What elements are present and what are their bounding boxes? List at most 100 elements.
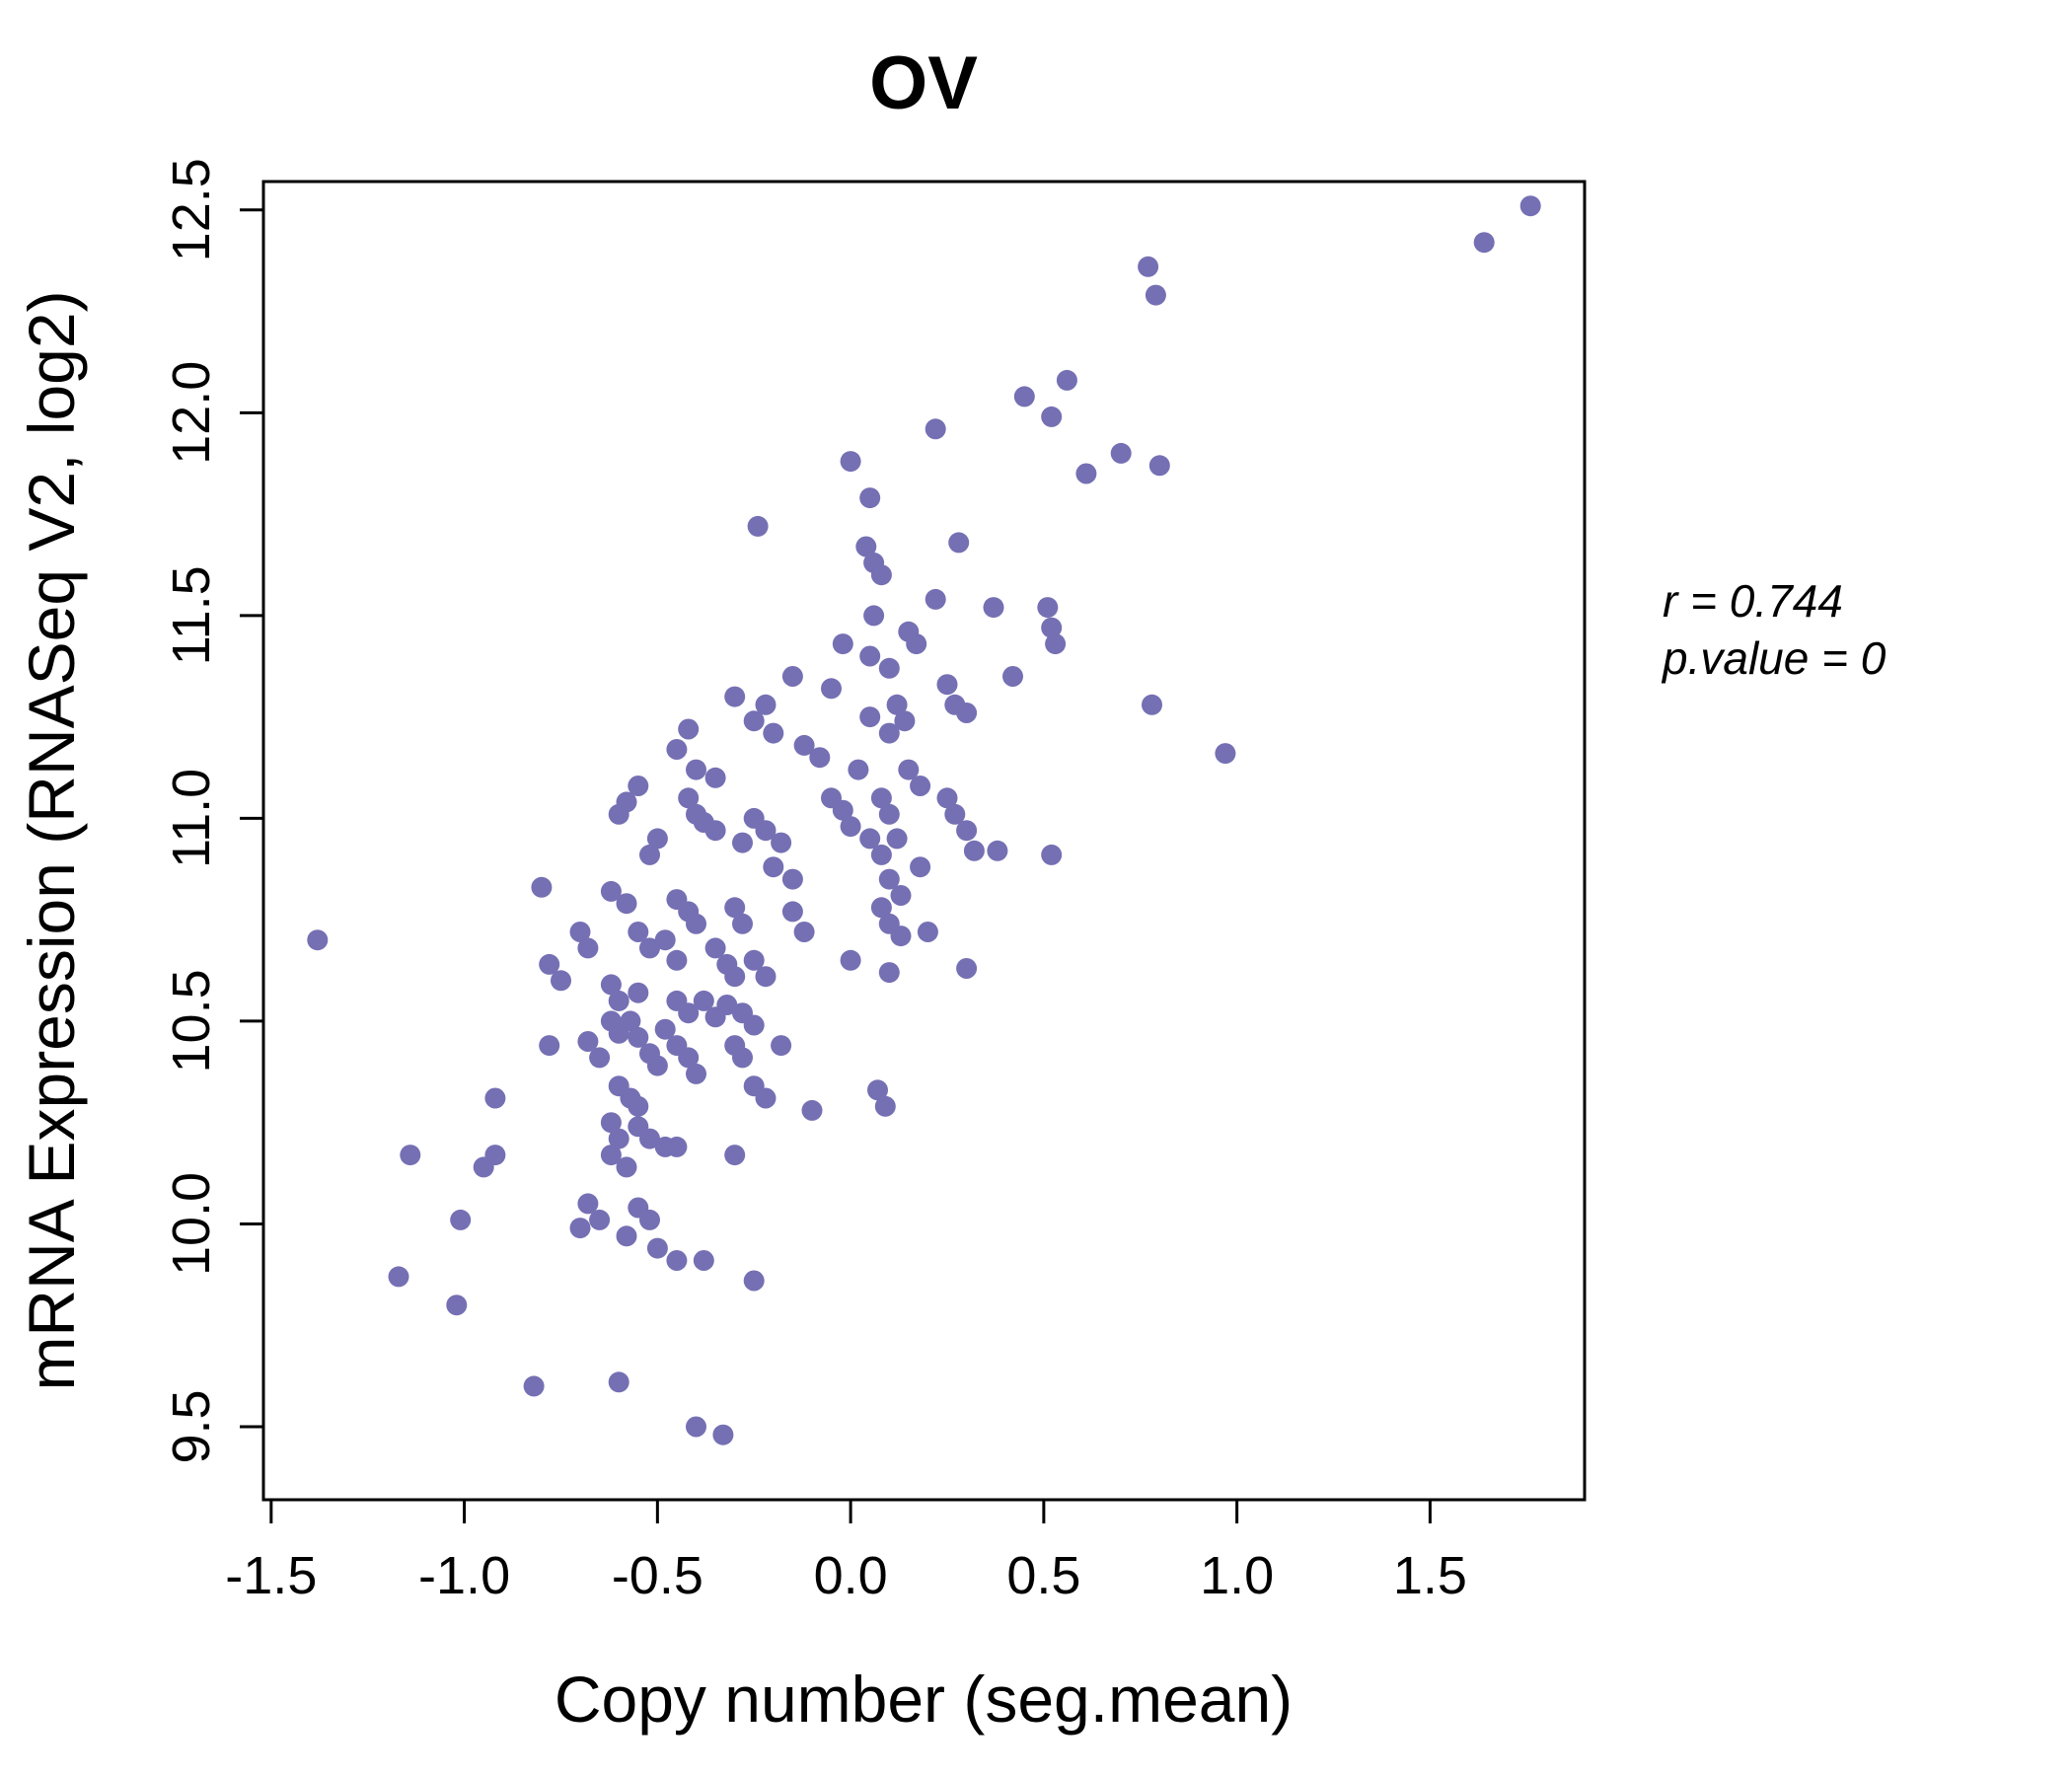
data-point (732, 832, 753, 853)
data-point (755, 1087, 777, 1109)
data-point (898, 759, 920, 780)
data-point (956, 820, 978, 842)
data-point (781, 868, 803, 890)
data-point (956, 958, 978, 979)
data-point (639, 1209, 660, 1230)
data-point (654, 929, 676, 951)
data-point (925, 418, 946, 440)
data-point (307, 929, 329, 951)
data-point (678, 718, 700, 740)
data-point (1013, 386, 1035, 407)
data-point (886, 828, 908, 850)
data-point (616, 893, 637, 915)
data-point (870, 787, 892, 809)
data-point (686, 759, 706, 780)
data-point (781, 901, 803, 923)
data-point (484, 1087, 506, 1109)
data-point (608, 803, 629, 825)
data-point (878, 722, 900, 744)
data-point (874, 1095, 896, 1117)
data-point (628, 1026, 649, 1048)
data-point (1037, 597, 1059, 619)
y-tick-label: 10.5 (162, 969, 221, 1073)
data-point (639, 844, 660, 865)
data-point (809, 747, 831, 769)
data-point (878, 868, 900, 890)
y-axis-label: mRNA Expression (RNASeq V2, log2) (15, 290, 88, 1390)
y-tick-label: 12.5 (162, 158, 221, 261)
data-point (693, 990, 714, 1011)
data-point (628, 982, 649, 1003)
data-point (1002, 666, 1023, 687)
data-point (724, 686, 746, 707)
x-tick-label: 0.0 (814, 1546, 888, 1605)
data-point (732, 913, 753, 934)
data-point (878, 962, 900, 984)
data-point (628, 776, 649, 796)
data-point (917, 922, 938, 942)
annotation-p-value: p.value = 0 (1661, 632, 1887, 684)
x-axis-label: Copy number (seg.mean) (555, 1663, 1293, 1736)
data-point (646, 1055, 668, 1076)
y-axis-ticks: 9.5 10.0 10.5 11.0 11.5 12.0 12.5 (162, 158, 263, 1464)
data-point (859, 828, 881, 850)
data-point (608, 1371, 629, 1393)
y-tick-label: 11.0 (162, 769, 221, 868)
data-point (832, 633, 853, 655)
data-point (686, 913, 706, 934)
data-point (686, 1416, 706, 1438)
data-point (886, 694, 908, 715)
data-point (577, 1031, 599, 1052)
data-point (1142, 694, 1162, 715)
data-point (910, 856, 931, 878)
data-point (801, 1099, 823, 1121)
data-point (400, 1145, 421, 1166)
data-point (678, 1002, 700, 1024)
data-point (755, 694, 777, 715)
data-point (956, 703, 978, 723)
data-point (963, 840, 985, 861)
data-point (704, 767, 726, 788)
data-point (793, 922, 815, 942)
data-point (551, 970, 571, 992)
data-point (531, 876, 553, 898)
data-point (704, 820, 726, 842)
data-point (1473, 232, 1495, 254)
data-point (743, 1270, 765, 1292)
data-point (654, 1018, 676, 1040)
data-point (712, 1424, 734, 1445)
data-point (1148, 455, 1170, 477)
data-point (608, 1128, 629, 1149)
data-point (763, 722, 784, 744)
data-point (870, 564, 892, 586)
data-point (936, 674, 958, 696)
data-point (666, 1136, 688, 1157)
x-axis-ticks: -1.5 -1.0 -0.5 0.0 0.5 1.0 1.5 (225, 1500, 1467, 1605)
data-point (628, 922, 649, 942)
data-point (763, 856, 784, 878)
data-point (781, 666, 803, 687)
data-point (577, 1193, 599, 1215)
data-point (890, 925, 912, 947)
y-tick-label: 11.5 (162, 565, 221, 665)
data-point (867, 1079, 888, 1101)
data-point (724, 1145, 746, 1166)
data-point (906, 633, 927, 655)
y-tick-label: 12.0 (162, 361, 221, 465)
x-tick-label: -1.0 (418, 1546, 510, 1605)
plot-box (261, 180, 1587, 1502)
data-point (678, 787, 700, 809)
data-point (600, 974, 622, 996)
data-point (450, 1209, 472, 1230)
data-point (1056, 369, 1077, 391)
data-point (724, 966, 746, 988)
data-points (307, 195, 1541, 1445)
data-point (600, 1145, 622, 1166)
data-point (446, 1295, 468, 1316)
data-point (944, 803, 966, 825)
x-tick-label: 0.5 (1006, 1546, 1080, 1605)
x-tick-label: 1.0 (1200, 1546, 1274, 1605)
data-point (890, 885, 912, 906)
data-point (743, 1014, 765, 1036)
data-point (1041, 406, 1063, 427)
